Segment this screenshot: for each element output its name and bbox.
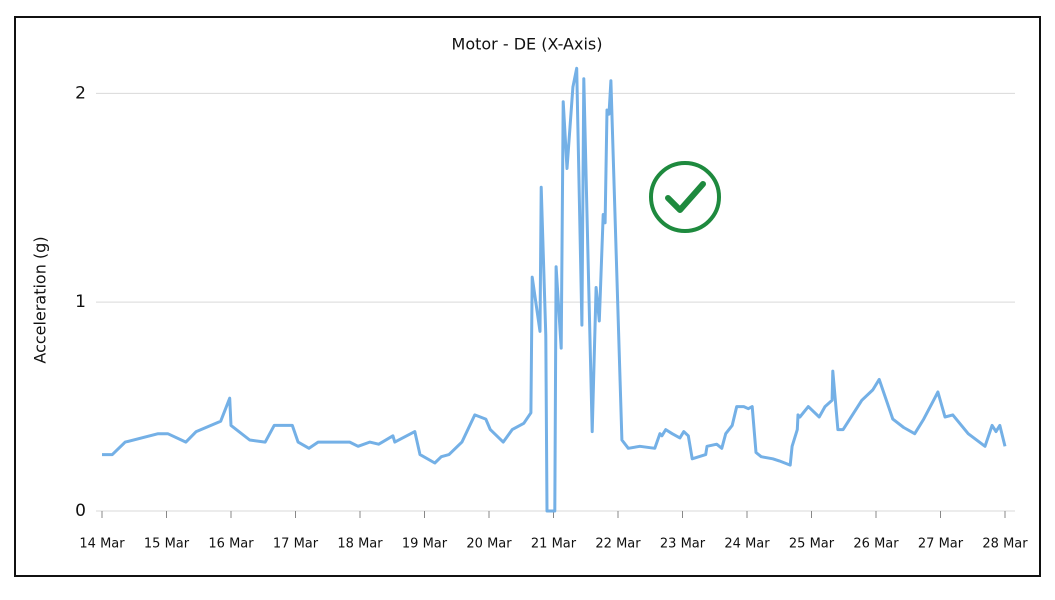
x-tick-label: 27 Mar [918, 537, 964, 552]
y-tick-label: 0 [75, 501, 86, 521]
x-tick-label: 19 Mar [402, 537, 448, 552]
x-tick-label: 16 Mar [208, 537, 254, 552]
x-tick-label: 24 Mar [724, 537, 770, 552]
frame [14, 16, 1041, 577]
x-tick-label: 18 Mar [337, 537, 383, 552]
x-tick-label: 22 Mar [595, 537, 641, 552]
x-tick-label: 15 Mar [144, 537, 190, 552]
status-icon [649, 161, 721, 233]
y-axis-label: Acceleration (g) [31, 236, 50, 363]
chart-title: Motor - DE (X-Axis) [452, 35, 603, 54]
x-tick-label: 17 Mar [273, 537, 319, 552]
x-tick-label: 28 Mar [982, 537, 1028, 552]
x-tick-label: 20 Mar [466, 537, 512, 552]
x-tick-label: 25 Mar [789, 537, 835, 552]
y-tick-label: 2 [75, 83, 86, 103]
x-tick-label: 26 Mar [853, 537, 899, 552]
x-tick-label: 21 Mar [531, 537, 577, 552]
x-tick-label: 23 Mar [660, 537, 706, 552]
y-tick-label: 1 [75, 292, 86, 312]
data-line [102, 66, 1007, 513]
x-tick-label: 14 Mar [79, 537, 125, 552]
